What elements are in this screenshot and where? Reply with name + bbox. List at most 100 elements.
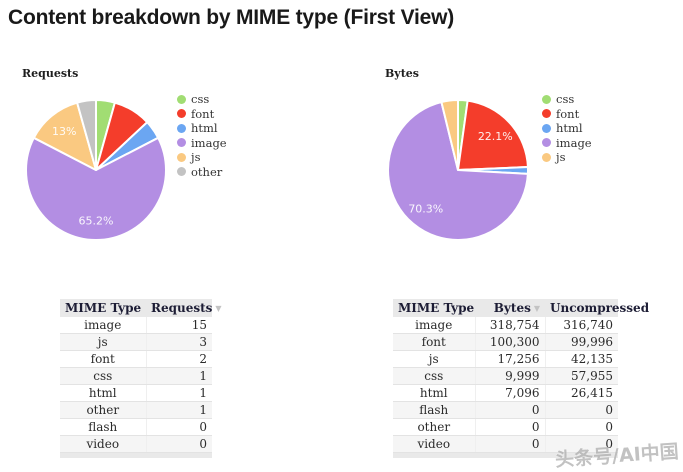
requests-table: MIME Type Requests ▼ image 15 js 3 font 2 css 1 htm… [60, 299, 222, 458]
legend-label: js [556, 150, 566, 165]
mime-type-cell: flash [393, 401, 476, 419]
legend-label: other [191, 164, 223, 179]
legend-swatch-icon [542, 94, 551, 104]
column-header-uncompressed[interactable]: Uncompressed [545, 299, 649, 317]
table-header-row: MIME Type Requests ▼ [60, 299, 222, 317]
legend-swatch-icon [177, 152, 186, 162]
table-row: video 0 0 [393, 435, 618, 453]
legend-swatch-icon [177, 94, 186, 104]
table-footer-bar [393, 452, 618, 458]
sort-descending-icon: ▼ [215, 304, 222, 313]
value-cell: 0 [146, 418, 212, 436]
mime-type-cell: font [60, 350, 147, 368]
legend-swatch-icon [542, 123, 551, 133]
mime-type-cell: other [393, 418, 476, 436]
bytes-legend: css font html image js [542, 92, 592, 165]
legend-item-image: image [542, 136, 592, 151]
legend-swatch-icon [177, 109, 186, 119]
table-row: font 100,300 99,996 [393, 333, 618, 351]
table-row: image 318,754 316,740 [393, 317, 618, 334]
page-title: Content breakdown by MIME type (First Vi… [8, 6, 455, 29]
legend-label: html [191, 121, 218, 136]
mime-type-cell: video [393, 435, 476, 453]
column-header-requests[interactable]: Requests ▼ [146, 299, 222, 317]
bytes-chart-title: Bytes [385, 67, 419, 80]
table-row: video 0 [60, 435, 212, 453]
value-cell: 0 [545, 418, 618, 436]
mime-type-cell: flash [60, 418, 147, 436]
value-cell: 0 [545, 401, 618, 419]
table-row: html 7,096 26,415 [393, 384, 618, 402]
value-cell: 0 [475, 418, 546, 436]
table-footer-bar [60, 452, 212, 458]
table-row: other 0 0 [393, 418, 618, 436]
value-cell: 15 [146, 317, 212, 334]
table-header-row: MIME Type Bytes ▼ Uncompressed [393, 299, 649, 317]
legend-swatch-icon [542, 138, 551, 148]
legend-item-html: html [542, 121, 592, 136]
value-cell: 42,135 [545, 350, 618, 368]
pie-slice-other [76, 99, 97, 171]
mime-type-cell: js [60, 333, 147, 351]
legend-item-font: font [542, 107, 592, 122]
pie-slice-js [32, 101, 97, 171]
value-cell: 9,999 [475, 367, 546, 385]
legend-item-html: html [177, 121, 227, 136]
value-cell: 2 [146, 350, 212, 368]
value-cell: 3 [146, 333, 212, 351]
value-cell: 26,415 [545, 384, 618, 402]
legend-item-font: font [177, 107, 227, 122]
value-cell: 17,256 [475, 350, 546, 368]
legend-item-js: js [177, 150, 227, 165]
value-cell: 1 [146, 401, 212, 419]
column-header-bytes[interactable]: Bytes ▼ [475, 299, 545, 317]
value-cell: 0 [146, 435, 212, 453]
table-row: flash 0 0 [393, 401, 618, 419]
table-row: image 15 [60, 317, 212, 334]
mime-type-cell: css [60, 367, 147, 385]
table-row: css 1 [60, 367, 212, 385]
value-cell: 0 [545, 435, 618, 453]
legend-label: css [191, 92, 210, 107]
legend-label: html [556, 121, 583, 136]
mime-type-cell: video [60, 435, 147, 453]
mime-type-cell: css [393, 367, 476, 385]
column-header-mime-type[interactable]: MIME Type [393, 299, 475, 317]
mime-type-cell: html [393, 384, 476, 402]
pie-slice-percent-label: 13% [52, 125, 76, 138]
mime-type-cell: js [393, 350, 476, 368]
mime-type-cell: font [393, 333, 476, 351]
table-row: css 9,999 57,955 [393, 367, 618, 385]
bytes-table: MIME Type Bytes ▼ Uncompressed image 318,754 3… [393, 299, 649, 458]
legend-swatch-icon [177, 138, 186, 148]
mime-type-cell: other [60, 401, 147, 419]
value-cell: 100,300 [475, 333, 546, 351]
value-cell: 316,740 [545, 317, 618, 334]
pie-slice-percent-label: 22.1% [478, 130, 513, 143]
value-cell: 7,096 [475, 384, 546, 402]
pie-slice-font [457, 99, 529, 171]
pie-slice-js [440, 99, 459, 171]
legend-label: image [556, 135, 592, 150]
column-header-mime-type[interactable]: MIME Type [60, 299, 146, 317]
value-cell: 57,955 [545, 367, 618, 385]
requests-chart-title: Requests [22, 67, 79, 80]
legend-swatch-icon [542, 109, 551, 119]
legend-label: css [556, 92, 575, 107]
value-cell: 1 [146, 367, 212, 385]
legend-swatch-icon [177, 167, 186, 177]
pie-slice-percent-label: 70.3% [408, 203, 443, 216]
table-row: other 1 [60, 401, 212, 419]
value-cell: 0 [475, 401, 546, 419]
legend-item-js: js [542, 150, 592, 165]
legend-label: image [191, 135, 227, 150]
sort-descending-icon: ▼ [533, 304, 540, 313]
legend-label: js [191, 150, 201, 165]
legend-item-other: other [177, 165, 227, 180]
mime-type-cell: image [393, 317, 476, 334]
legend-item-image: image [177, 136, 227, 151]
requests-legend: css font html image js other [177, 92, 227, 179]
bytes-pie-chart: 22.1% 70.3% [387, 98, 529, 241]
legend-item-css: css [177, 92, 227, 107]
table-row: flash 0 [60, 418, 212, 436]
